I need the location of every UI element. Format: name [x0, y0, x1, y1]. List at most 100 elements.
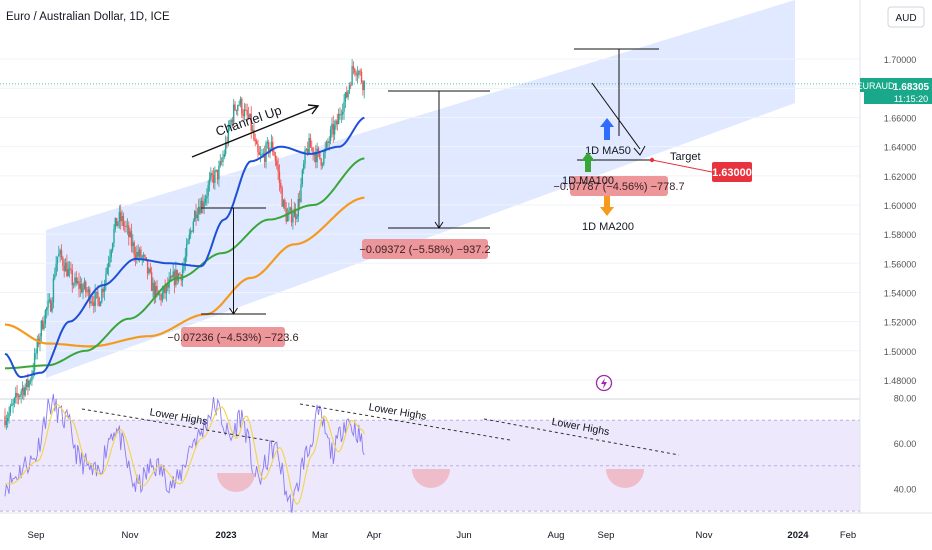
price-tick: 1.64000 — [884, 143, 917, 153]
candle-body — [25, 379, 28, 388]
candle-body — [273, 151, 275, 156]
candle-body — [294, 208, 297, 219]
measure-tool[interactable] — [362, 90, 490, 259]
candle-body — [48, 299, 51, 301]
candle-body — [341, 111, 344, 115]
candle-body — [261, 153, 263, 155]
candle-body — [8, 412, 10, 418]
projection-arrow-head — [633, 145, 646, 156]
candle-body — [66, 262, 68, 277]
candle-body — [145, 257, 147, 261]
candle-body — [97, 291, 99, 298]
bar-countdown: 11:15:20 — [894, 94, 928, 104]
candle-body — [167, 284, 169, 288]
candle-body — [9, 405, 12, 413]
candle-body — [40, 320, 43, 337]
ma200-label: 1D MA200 — [582, 221, 634, 233]
candle-body — [71, 270, 73, 286]
candle-body — [249, 113, 251, 118]
ma50-label: 1D MA50 — [585, 145, 631, 157]
candle-body — [298, 198, 301, 202]
candle-body — [263, 153, 266, 162]
candle-body — [36, 338, 38, 354]
candle-body — [344, 92, 347, 102]
candle-body — [206, 196, 208, 199]
candle-body — [134, 254, 137, 260]
candle-body — [132, 242, 134, 246]
candle-body — [278, 171, 281, 183]
candle-body — [351, 66, 353, 86]
candle-body — [35, 353, 37, 354]
candle-body — [113, 228, 115, 244]
candle-body — [55, 263, 57, 276]
symbol-label: EURAUD — [856, 81, 895, 91]
candle-body — [210, 173, 212, 180]
ma100-label: 1D MA100 — [562, 175, 614, 187]
measure-label-box — [362, 239, 488, 259]
candle-body — [204, 198, 207, 203]
candle-body — [105, 273, 107, 284]
candle-body — [230, 119, 232, 126]
candle-body — [91, 301, 94, 303]
ma50-arrow — [600, 118, 614, 140]
candle-body — [154, 286, 157, 298]
candle-body — [72, 284, 75, 286]
candle-body — [103, 283, 106, 292]
price-tick: 1.54000 — [884, 288, 917, 298]
chart-title: Euro / Australian Dollar, 1D, ICE — [6, 11, 170, 23]
candle-body — [144, 255, 146, 258]
candle-body — [47, 300, 49, 308]
candle-body — [52, 278, 55, 303]
candle-body — [126, 225, 129, 227]
candle-body — [149, 268, 152, 273]
candle-body — [352, 66, 355, 69]
candle-body — [59, 250, 61, 254]
measure-label: −0.07236 (−4.53%) −723.6 — [167, 332, 298, 344]
candle-body — [188, 234, 191, 241]
rsi-dip-marker — [412, 469, 450, 488]
candle-body — [106, 267, 108, 274]
candle-body — [219, 161, 221, 166]
candle-body — [140, 249, 142, 258]
candle-body — [138, 249, 141, 257]
candle-body — [184, 256, 186, 265]
candle-body — [125, 226, 127, 227]
candle-body — [255, 141, 258, 145]
candle-body — [362, 82, 364, 91]
candle-body — [270, 141, 273, 149]
candle-body — [238, 104, 240, 106]
candle-body — [107, 262, 110, 268]
candle-body — [70, 268, 72, 271]
candle-body — [148, 268, 150, 274]
candle-body — [317, 148, 320, 151]
measure-label-box — [570, 176, 668, 196]
candle-body — [16, 392, 18, 397]
candle-body — [64, 262, 67, 272]
candle-body — [320, 158, 322, 166]
currency-button[interactable] — [887, 6, 925, 28]
last-price: 1.68305 — [893, 82, 930, 93]
time-tick: Mar — [312, 530, 328, 541]
candle-body — [348, 85, 351, 91]
candle-body — [289, 207, 291, 211]
candle-body — [222, 157, 224, 162]
ma100-line — [5, 157, 365, 370]
candle-body — [60, 250, 63, 258]
ma200-arrow — [600, 196, 614, 216]
candle-body — [78, 281, 80, 289]
time-tick: Sep — [598, 530, 615, 541]
candle-body — [133, 242, 135, 255]
candle-body — [68, 268, 71, 270]
candle-body — [321, 164, 324, 166]
candle-body — [302, 163, 305, 170]
candle-body — [332, 123, 334, 135]
candle-body — [239, 98, 242, 105]
candle-body — [331, 123, 333, 130]
candle-body — [124, 226, 126, 227]
measure-arrow-head — [434, 221, 444, 229]
candle-body — [163, 286, 165, 293]
target-badge[interactable] — [712, 162, 752, 182]
ma50-arrow-head — [600, 118, 614, 127]
measure-tool[interactable] — [181, 207, 285, 347]
